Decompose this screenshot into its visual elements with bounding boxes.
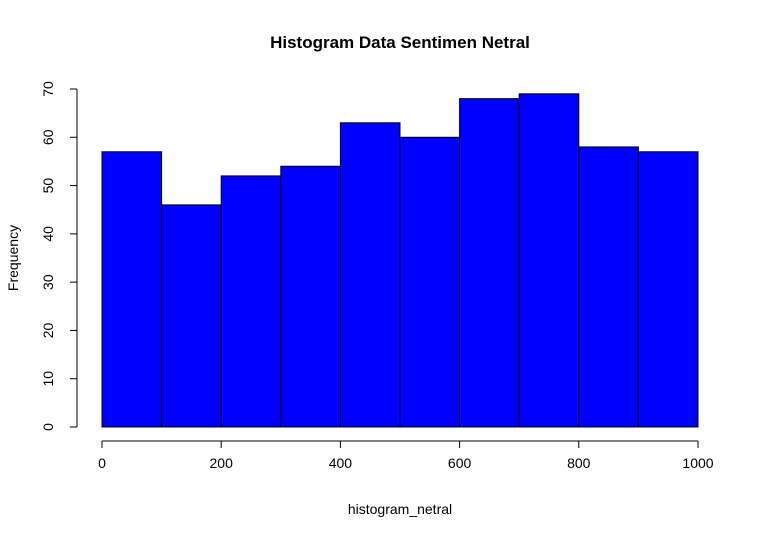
- y-tick-label: 60: [40, 129, 56, 145]
- y-tick-label: 70: [40, 81, 56, 97]
- x-axis-label: histogram_netral: [348, 501, 452, 517]
- y-tick-label: 40: [40, 226, 56, 242]
- histogram-bar: [637, 151, 699, 428]
- x-tick-label: 200: [210, 455, 234, 471]
- x-tick-label: 400: [329, 455, 353, 471]
- y-tick-label: 30: [40, 274, 56, 290]
- y-tick-label: 0: [40, 423, 56, 431]
- y-tick-label: 20: [40, 322, 56, 338]
- histogram-bar: [399, 136, 461, 428]
- x-axis: 0 200 400 600 800 1000: [98, 440, 714, 471]
- bars-group: [101, 93, 699, 428]
- histogram-bar: [101, 151, 163, 428]
- histogram-bar: [518, 93, 580, 428]
- y-axis: 0 10 20 30 40 50 60 70: [40, 81, 78, 431]
- x-tick-label: 0: [98, 455, 106, 471]
- histogram-bar: [578, 146, 639, 428]
- x-tick-label: 600: [448, 455, 472, 471]
- y-tick-label: 50: [40, 178, 56, 194]
- chart-title: Histogram Data Sentimen Netral: [270, 33, 530, 52]
- x-tick-label: 1000: [682, 455, 713, 471]
- x-tick-label: 800: [567, 455, 591, 471]
- y-axis-label: Frequency: [5, 225, 21, 291]
- y-tick-label: 10: [40, 371, 56, 387]
- histogram-bar: [161, 204, 222, 428]
- histogram-bar: [339, 122, 401, 428]
- histogram-bar: [220, 175, 282, 428]
- histogram-bar: [459, 98, 520, 428]
- histogram-bar: [280, 165, 341, 428]
